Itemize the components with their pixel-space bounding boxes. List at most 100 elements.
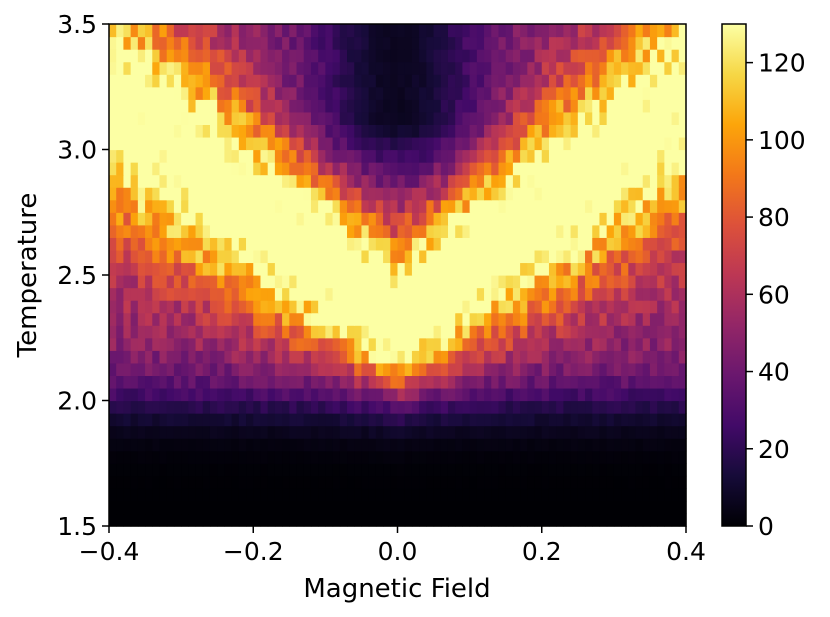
heatmap-cell [556, 337, 564, 351]
heatmap-cell [368, 425, 377, 439]
heatmap-cell [296, 325, 305, 339]
heatmap-cell [678, 475, 687, 489]
heatmap-cell [332, 488, 341, 502]
heatmap-cell [209, 237, 218, 251]
heatmap-cell [289, 111, 298, 125]
heatmap-cell [130, 124, 139, 138]
heatmap-cell [260, 111, 269, 125]
heatmap-cell [130, 36, 139, 50]
heatmap-cell [548, 337, 557, 351]
heatmap-cell [347, 425, 355, 439]
heatmap-cell [152, 337, 161, 351]
heatmap-cell [195, 136, 204, 151]
heatmap-cell [599, 174, 608, 188]
heatmap-cell [419, 212, 427, 226]
heatmap-cell [512, 174, 521, 188]
heatmap-cell [585, 375, 593, 389]
heatmap-cell [534, 111, 543, 125]
heatmap-cell [527, 262, 536, 276]
heatmap-cell [433, 350, 442, 364]
heatmap-cell [397, 36, 406, 50]
heatmap-cell [195, 249, 204, 264]
heatmap-cell [296, 438, 305, 452]
heatmap-cell [296, 262, 305, 276]
heatmap-cell [411, 224, 420, 238]
heatmap-cell [426, 199, 435, 213]
heatmap-cell [498, 162, 507, 176]
heatmap-cell [195, 325, 204, 339]
heatmap-cell [556, 375, 564, 389]
heatmap-cell [606, 149, 615, 163]
heatmap-cell [469, 312, 478, 326]
heatmap-cell [282, 325, 290, 339]
heatmap-cell [484, 312, 492, 326]
heatmap-cell [310, 413, 319, 427]
heatmap-cell [390, 262, 399, 276]
heatmap-cell [512, 337, 521, 351]
heatmap-cell [274, 387, 283, 402]
heatmap-cell [123, 199, 132, 213]
heatmap-cell [159, 212, 168, 226]
heatmap-cell [678, 24, 687, 38]
heatmap-cell [498, 86, 507, 100]
heatmap-cell [613, 262, 622, 276]
heatmap-cell [455, 287, 464, 301]
heatmap-cell [462, 425, 471, 439]
heatmap-cell [109, 287, 117, 301]
heatmap-cell [145, 111, 153, 125]
heatmap-cell [109, 86, 117, 100]
heatmap-cell [253, 463, 262, 477]
heatmap-cell [455, 413, 464, 427]
heatmap-cell [484, 111, 492, 125]
heatmap-cell [152, 174, 161, 188]
heatmap-cell [339, 375, 348, 389]
heatmap-cell [303, 49, 312, 63]
heatmap-cell [592, 262, 601, 276]
heatmap-cell [390, 325, 399, 339]
heatmap-cell [347, 224, 355, 238]
heatmap-cell [657, 49, 665, 63]
heatmap-cell [145, 337, 153, 351]
heatmap-cell [570, 237, 579, 251]
heatmap-cell [224, 413, 233, 427]
heatmap-cell [505, 136, 514, 151]
heatmap-cell [354, 74, 363, 88]
heatmap-cell [130, 136, 139, 151]
heatmap-cell [152, 136, 161, 151]
heatmap-cell [599, 413, 608, 427]
heatmap-cell [563, 99, 572, 113]
heatmap-cell [491, 513, 500, 527]
heatmap-cell [556, 187, 564, 201]
heatmap-cell [657, 212, 665, 226]
heatmap-cell [455, 111, 464, 125]
heatmap-cell [433, 275, 442, 289]
heatmap-cell [527, 500, 536, 515]
heatmap-cell [455, 387, 464, 402]
heatmap-cell [123, 325, 132, 339]
heatmap-cell [130, 463, 139, 477]
heatmap-cell [289, 337, 298, 351]
heatmap-cell [318, 149, 326, 163]
heatmap-cell [173, 224, 182, 238]
heatmap-cell [238, 488, 247, 502]
heatmap-cell [339, 450, 348, 464]
heatmap-cell [282, 413, 290, 427]
heatmap-cell [332, 275, 341, 289]
heatmap-cell [116, 199, 125, 213]
heatmap-cell [592, 174, 601, 188]
heatmap-cell [217, 350, 225, 364]
heatmap-cell [447, 74, 456, 88]
heatmap-cell [282, 136, 290, 151]
heatmap-cell [577, 300, 586, 314]
heatmap-cell [657, 262, 665, 276]
heatmap-cell [455, 224, 464, 238]
heatmap-cell [202, 425, 211, 439]
heatmap-cell [563, 450, 572, 464]
heatmap-cell [440, 387, 449, 402]
heatmap-cell [563, 149, 572, 163]
heatmap-cell [166, 162, 175, 176]
heatmap-cell [318, 287, 326, 301]
heatmap-cell [556, 162, 564, 176]
heatmap-cell [505, 463, 514, 477]
heatmap-cell [512, 136, 521, 151]
